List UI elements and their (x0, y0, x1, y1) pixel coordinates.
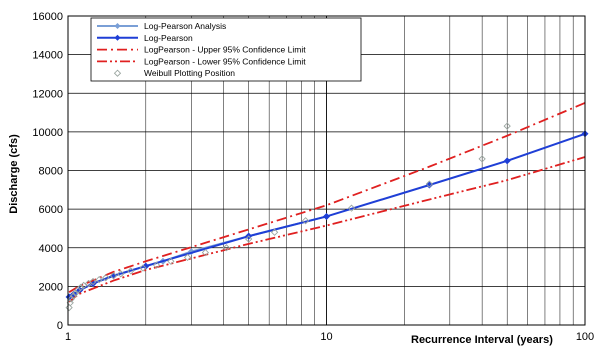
data-point (117, 270, 125, 278)
data-point (109, 272, 118, 280)
legend-label: LogPearson - Lower 95% Confidence Limit (144, 56, 306, 66)
legend-marker (114, 34, 121, 41)
data-point (89, 277, 97, 286)
y-tick-label: 14000 (32, 50, 63, 62)
y-tick-label: 4000 (39, 243, 63, 255)
x-tick-label: 100 (576, 331, 594, 343)
series-line (68, 156, 586, 303)
data-point (65, 303, 73, 312)
y-tick-label: 10000 (32, 127, 63, 139)
data-point (102, 274, 110, 282)
data-point (503, 157, 511, 165)
data-point (152, 261, 161, 269)
legend-label: Log-Pearson Analysis (144, 21, 226, 31)
y-tick-label: 6000 (39, 204, 63, 216)
x-tick-label: 10 (320, 331, 332, 343)
data-point (71, 289, 80, 297)
plot-frame (67, 15, 586, 326)
data-point (142, 262, 150, 270)
data-point (201, 248, 210, 257)
data-point (183, 253, 192, 262)
series-3 (68, 156, 586, 303)
data-point (139, 264, 147, 272)
data-point (167, 257, 175, 265)
legend-label: Log-Pearson (144, 33, 193, 43)
legend-marker (113, 69, 122, 77)
series-4 (65, 122, 511, 312)
data-point (127, 267, 135, 275)
y-tick-label: 16000 (32, 11, 63, 23)
data-point (222, 244, 231, 252)
y-tick-label: 8000 (39, 166, 63, 178)
legend-marker (114, 23, 121, 29)
legend-label: Weibull Plotting Position (144, 68, 235, 78)
y-tick-label: 12000 (32, 88, 63, 100)
x-tick-label: 1 (65, 331, 71, 343)
data-point (347, 204, 356, 212)
data-point (67, 295, 75, 303)
data-point (77, 283, 85, 291)
y-axis-title: Discharge (cfs) (8, 134, 20, 214)
data-point (245, 235, 253, 243)
data-point (270, 228, 279, 236)
legend-label: LogPearson - Upper 95% Confidence Limit (144, 45, 306, 55)
legend-box (90, 17, 362, 82)
data-point (323, 212, 330, 220)
data-point (478, 155, 486, 163)
tick-labels: 0 2000 4000 6000 8000 10000 12000 14000 16000 1 10… (32, 11, 594, 343)
x-axis-title: Recurrence Interval (years) (411, 334, 553, 346)
data-point (80, 281, 88, 290)
series-layer (65, 102, 589, 312)
y-tick-label: 2000 (39, 281, 63, 293)
data-point (503, 122, 511, 130)
y-tick-label: 0 (57, 320, 63, 332)
data-point (95, 275, 103, 284)
legend: Log-Pearson Analysis Log-Pearson LogPearso… (90, 17, 362, 82)
data-point (69, 292, 78, 300)
data-point (301, 217, 310, 225)
data-point (425, 180, 434, 188)
